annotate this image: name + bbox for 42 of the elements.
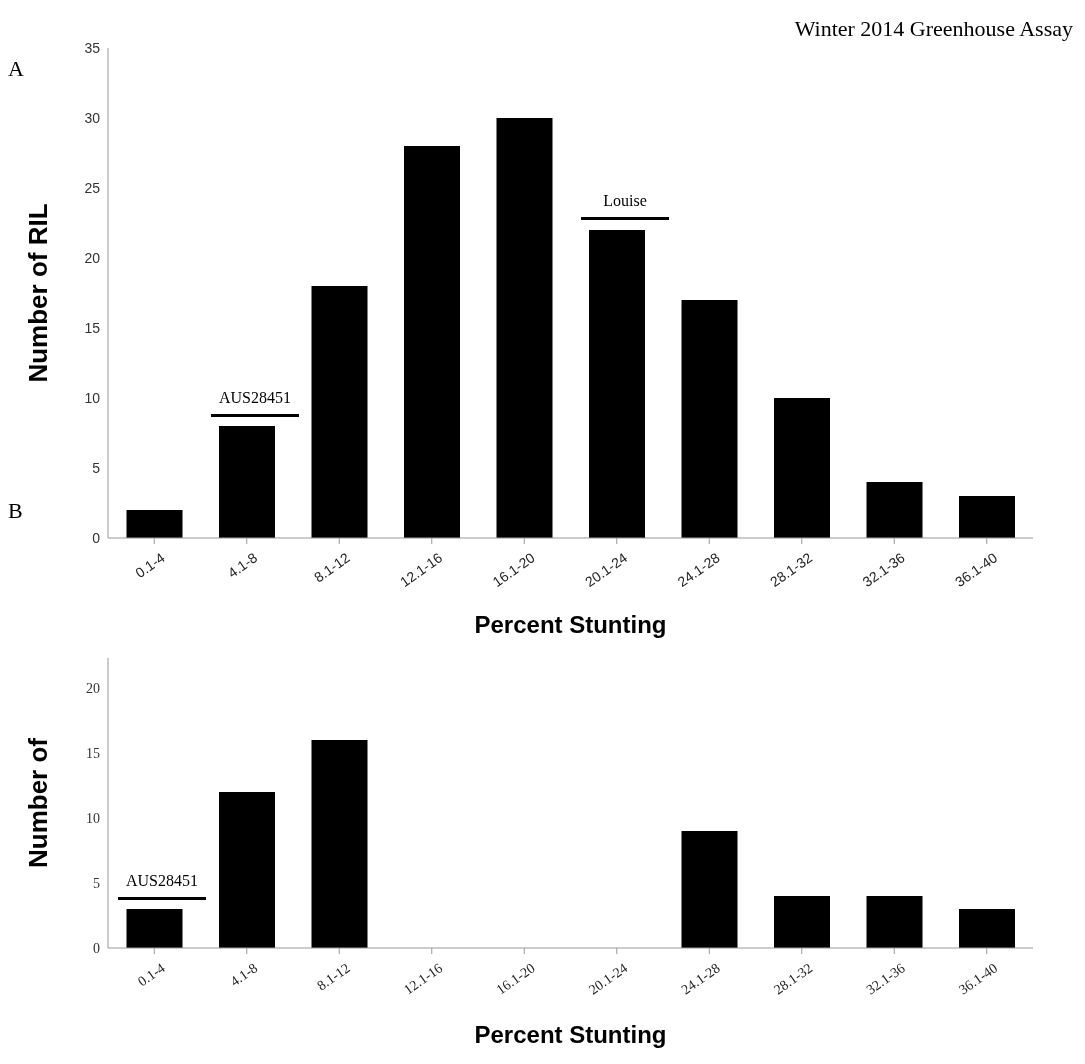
y-tick-label: 30 — [84, 109, 101, 126]
y-axis-title: Number of — [23, 737, 54, 868]
bar — [311, 739, 368, 948]
bar — [404, 146, 460, 538]
chart-title: Winter 2014 Greenhouse Assay — [794, 16, 1073, 42]
bar — [681, 830, 738, 948]
y-tick-label: 15 — [86, 745, 100, 761]
bar — [219, 791, 275, 948]
y-tick-label: 0 — [92, 529, 101, 546]
bar — [681, 300, 738, 538]
y-tick-label: 0 — [93, 940, 100, 956]
x-axis-title: Percent Stunting — [474, 1021, 667, 1048]
bar — [496, 118, 553, 538]
bar — [774, 398, 830, 538]
y-tick-label: 5 — [93, 875, 100, 891]
annotation: AUS28451 — [218, 389, 292, 407]
bar — [589, 230, 645, 538]
text: A — [8, 56, 24, 82]
y-tick-label: 25 — [84, 179, 101, 196]
bar — [774, 895, 830, 948]
y-axis-title: Number of RIL — [23, 203, 54, 383]
bar — [866, 482, 923, 538]
bar — [219, 426, 275, 538]
y-tick-label: 35 — [84, 39, 101, 56]
text: B — [8, 498, 23, 524]
x-tick-label: 0.1-4 — [135, 960, 168, 990]
bar — [126, 510, 183, 538]
y-tick-label: 15 — [84, 319, 101, 336]
y-tick-label: 5 — [92, 459, 101, 476]
y-tick-label: 20 — [84, 249, 101, 266]
bar — [866, 895, 923, 948]
bar — [959, 908, 1015, 948]
y-tick-label: 10 — [84, 389, 101, 406]
y-tick-label: 20 — [86, 680, 100, 696]
annotation: Louise — [602, 192, 648, 210]
annotation: AUS28451 — [125, 872, 199, 890]
bar — [126, 908, 183, 948]
x-tick-label: 4.1-8 — [227, 960, 261, 990]
x-axis-title: Percent Stunting — [474, 611, 667, 638]
y-tick-label: 10 — [86, 810, 100, 826]
bar — [959, 496, 1015, 538]
bar — [311, 286, 368, 538]
